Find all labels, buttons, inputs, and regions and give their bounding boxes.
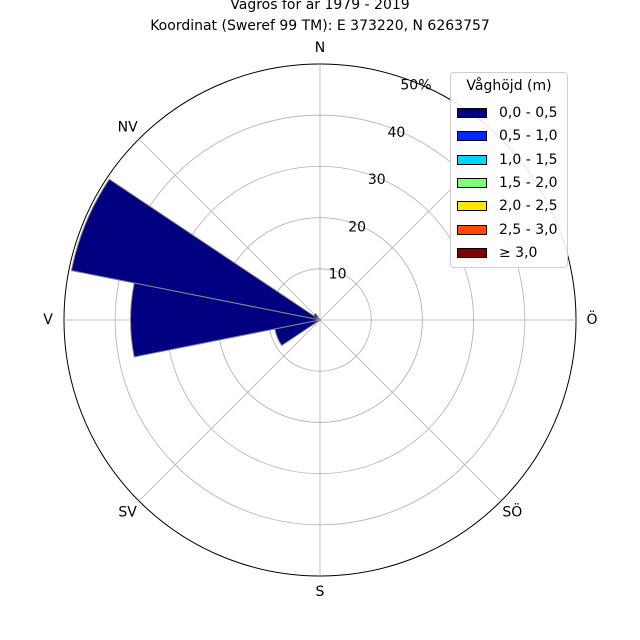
rose-bar: [274, 319, 321, 347]
polar-grid: [63, 63, 577, 577]
legend-swatch: [457, 108, 487, 118]
rose-bars: [70, 178, 321, 358]
grid-spoke: [138, 138, 321, 321]
legend-label: 1,0 - 1,5: [499, 151, 558, 168]
legend-label: 0,0 - 0,5: [499, 105, 558, 121]
legend-label: 1,5 - 2,0: [499, 174, 558, 191]
chart-title: Vågros för år 1979 - 2019: [230, 0, 410, 13]
radial-tick-label: 40: [387, 125, 405, 141]
legend-item: ≥ 3,0: [457, 245, 537, 261]
chart-subtitle: Koordinat (Sweref 99 TM): E 373220, N 62…: [150, 18, 490, 34]
grid-spoke: [319, 319, 502, 502]
direction-label: S: [316, 584, 325, 600]
direction-label: NV: [118, 120, 138, 136]
legend-title: Våghöjd (m): [466, 78, 552, 94]
legend-swatch: [457, 201, 487, 212]
legend-item: 2,5 - 3,0: [457, 222, 557, 238]
legend-item: 0,5 - 1,0: [457, 128, 557, 144]
radial-tick-labels: 10 20 30 40 50%: [329, 77, 432, 282]
legend-item: 2,0 - 2,5: [457, 198, 557, 214]
radial-tick-label: 50%: [400, 77, 431, 93]
direction-label: SV: [118, 504, 137, 520]
legend-swatch: [457, 247, 487, 258]
radial-tick-label: 10: [329, 267, 347, 283]
legend: Våghöjd (m) 0,0 - 0,5 0,5 - 1,0 1,0 - 1,5 1…: [450, 72, 568, 268]
legend-label: 0,5 - 1,0: [499, 128, 558, 145]
legend-swatch: [457, 224, 487, 235]
rose-bar: [312, 312, 321, 321]
legend-label: 2,5 - 3,0: [499, 221, 558, 238]
legend-label: 2,0 - 2,5: [499, 198, 558, 215]
legend-swatch: [457, 154, 487, 165]
legend-item: 0,0 - 0,5: [457, 105, 557, 121]
rose-bar: [70, 178, 321, 321]
rose-bar: [130, 282, 321, 358]
legend-label: ≥ 3,0: [499, 244, 538, 261]
grid-spoke: [138, 319, 321, 502]
radial-tick-label: 20: [348, 219, 366, 235]
legend-swatch: [457, 131, 487, 142]
direction-label: V: [43, 312, 53, 328]
legend-swatch: [457, 177, 487, 188]
legend-item: 1,5 - 2,0: [457, 175, 557, 191]
legend-item: 1,0 - 1,5: [457, 152, 557, 168]
direction-label: SÖ: [502, 502, 522, 520]
direction-labels: N NV V SV S SÖ Ö: [43, 40, 597, 600]
radial-tick-label: 30: [368, 172, 386, 188]
direction-label: N: [315, 40, 325, 56]
direction-label: Ö: [586, 310, 597, 328]
